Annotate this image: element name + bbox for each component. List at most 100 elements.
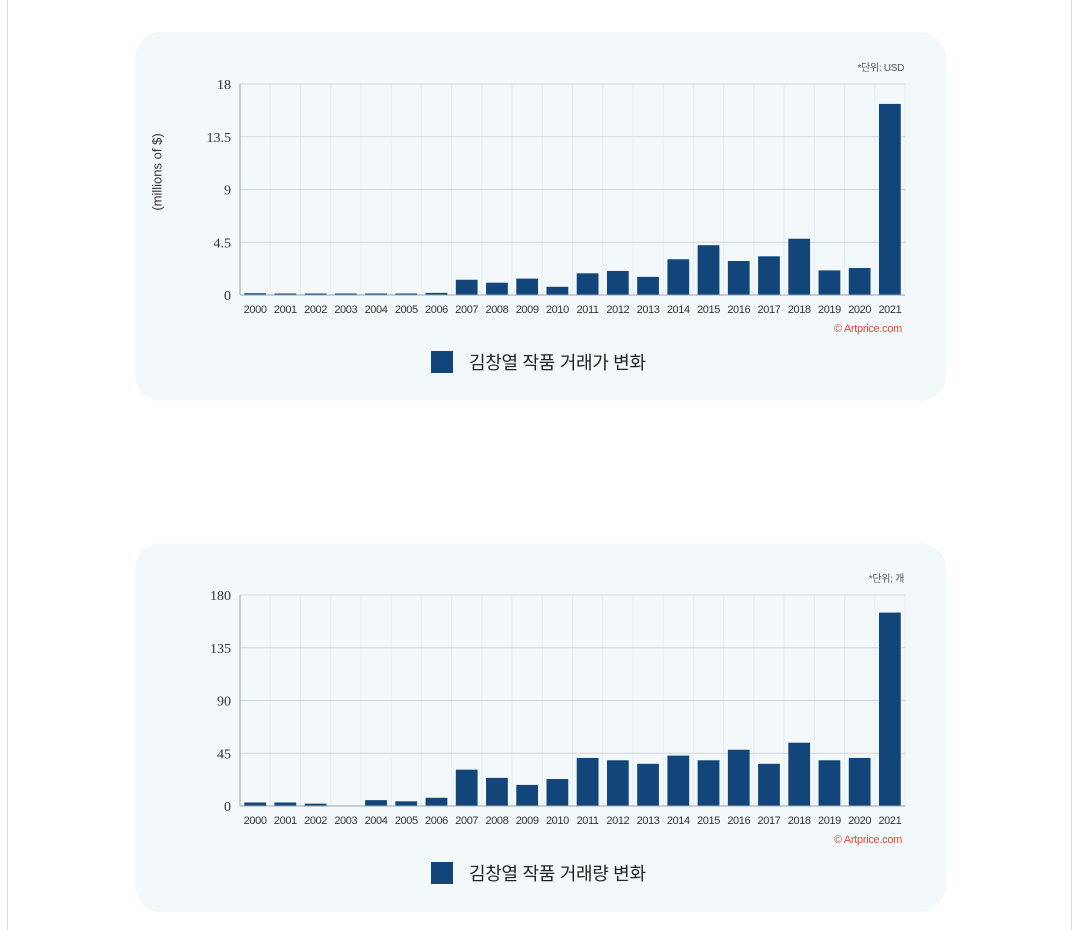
price-bar-2008 [486,282,508,295]
price-xtick-label: 2014 [667,304,690,316]
volume-xtick-label: 2011 [577,815,599,827]
volume-xtick-label: 2004 [365,815,388,827]
price-xtick-label: 2017 [758,304,781,316]
price-source-credit: © Artprice.com [833,323,902,335]
price-bar-2016 [727,261,750,295]
volume-bar-2000 [244,802,266,806]
volume-bar-chart: 0 45 90 135 180 2000 2001 2002 2003 2004 2005 2006 2… [210,589,906,827]
page-border-left [7,0,8,930]
volume-xtick-label: 2012 [606,815,629,827]
price-xtick-label: 2001 [274,304,297,316]
price-ytick-label: 18 [217,78,231,93]
volume-ytick-label: 0 [224,800,231,815]
price-xtick-label: 2006 [425,304,448,316]
price-bar-2003 [334,293,357,295]
volume-legend-label: 김창열 작품 거래량 변화 [469,864,646,884]
volume-bar-2011 [576,757,599,806]
price-xtick-label: 2009 [516,304,539,316]
price-bar-2019 [818,270,841,295]
price-xtick-label: 2005 [395,304,418,316]
price-xtick-label: 2008 [485,304,508,316]
price-xtick-label: 2003 [334,304,357,316]
volume-bar-2018 [788,742,811,806]
volume-xtick-label: 2015 [697,815,720,827]
volume-xtick-label: 2003 [334,815,357,827]
price-bar-2002 [304,293,327,295]
volume-xtick-label: 2021 [878,815,901,827]
volume-bar-2017 [758,763,780,806]
volume-ytick-label: 45 [217,747,231,762]
volume-xtick-label: 2008 [485,815,508,827]
price-legend: 김창열 작품 거래가 변화 [431,349,646,375]
volume-xtick-label: 2009 [516,815,539,827]
volume-ytick-label: 135 [210,642,231,657]
price-xtick-label: 2013 [637,304,660,316]
volume-xtick-label: 2016 [727,815,750,827]
price-bar-2011 [576,273,599,295]
price-bar-2009 [516,278,539,295]
price-bar-2017 [758,256,780,295]
volume-bar-2006 [425,797,448,806]
price-bar-2021 [879,103,901,295]
price-bar-2020 [848,268,871,295]
volume-legend: 김창열 작품 거래량 변화 [431,860,646,886]
volume-xtick-label: 2010 [546,815,569,827]
price-ytick-label: 4.5 [214,236,232,251]
price-ytick-label: 0 [224,289,231,304]
price-bar-2001 [274,293,297,295]
price-chart-card: 0 4.5 9 13.5 18 2000 2001 2002 2003 2004 2005 2006 2… [135,32,946,401]
price-xtick-label: 2020 [848,304,871,316]
price-bar-2005 [395,293,418,295]
volume-bar-2004 [365,800,387,806]
volume-bar-2021 [879,612,901,806]
price-xtick-label: 2010 [546,304,569,316]
volume-bar-2010 [546,779,569,806]
price-bar-2012 [606,270,629,295]
volume-bar-2009 [516,784,539,806]
price-bar-2018 [788,238,811,295]
volume-ytick-label: 90 [217,695,231,710]
volume-bar-2020 [848,757,871,806]
price-xtick-label: 2021 [878,304,901,316]
volume-legend-swatch [431,862,453,884]
price-xtick-label: 2016 [727,304,750,316]
price-xtick-label: 2007 [455,304,478,316]
volume-bar-2013 [637,763,659,806]
price-y-axis-label: (millions of $) [149,133,165,211]
volume-xtick-label: 2013 [637,815,660,827]
price-bar-2010 [546,286,569,295]
volume-xtick-label: 2001 [274,815,297,827]
volume-xtick-label: 2014 [667,815,690,827]
price-xtick-label: 2002 [304,304,327,316]
price-xtick-label: 2004 [365,304,388,316]
price-xtick-label: 2019 [818,304,841,316]
volume-bar-2008 [486,777,508,806]
volume-bar-2016 [727,749,750,806]
volume-xtick-label: 2017 [758,815,781,827]
price-legend-label: 김창열 작품 거래가 변화 [469,353,646,373]
volume-xtick-label: 2007 [455,815,478,827]
volume-xtick-label: 2020 [848,815,871,827]
volume-unit-note: *단위: 개 [868,574,905,585]
price-bar-2000 [244,293,266,295]
page-border-right [1071,0,1072,930]
price-ytick-label: 13.5 [207,131,232,146]
price-xtick-label: 2000 [244,304,267,316]
volume-ytick-label: 180 [210,589,231,604]
volume-chart-card: 0 45 90 135 180 2000 2001 2002 2003 2004 2005 2006 2… [135,543,946,912]
volume-bar-2007 [455,769,478,806]
price-bar-2006 [425,292,448,295]
price-bar-2007 [455,279,478,295]
price-ytick-label: 9 [224,184,231,199]
volume-bar-2005 [395,801,418,806]
volume-xtick-label: 2000 [244,815,267,827]
price-xtick-label: 2018 [788,304,811,316]
volume-xtick-label: 2005 [395,815,418,827]
volume-xtick-label: 2006 [425,815,448,827]
volume-bar-2019 [818,760,841,806]
price-bar-2015 [697,245,720,295]
price-xtick-label: 2012 [606,304,629,316]
volume-bar-2012 [606,760,629,806]
price-bar-2004 [365,293,387,295]
price-bar-2013 [637,276,659,295]
